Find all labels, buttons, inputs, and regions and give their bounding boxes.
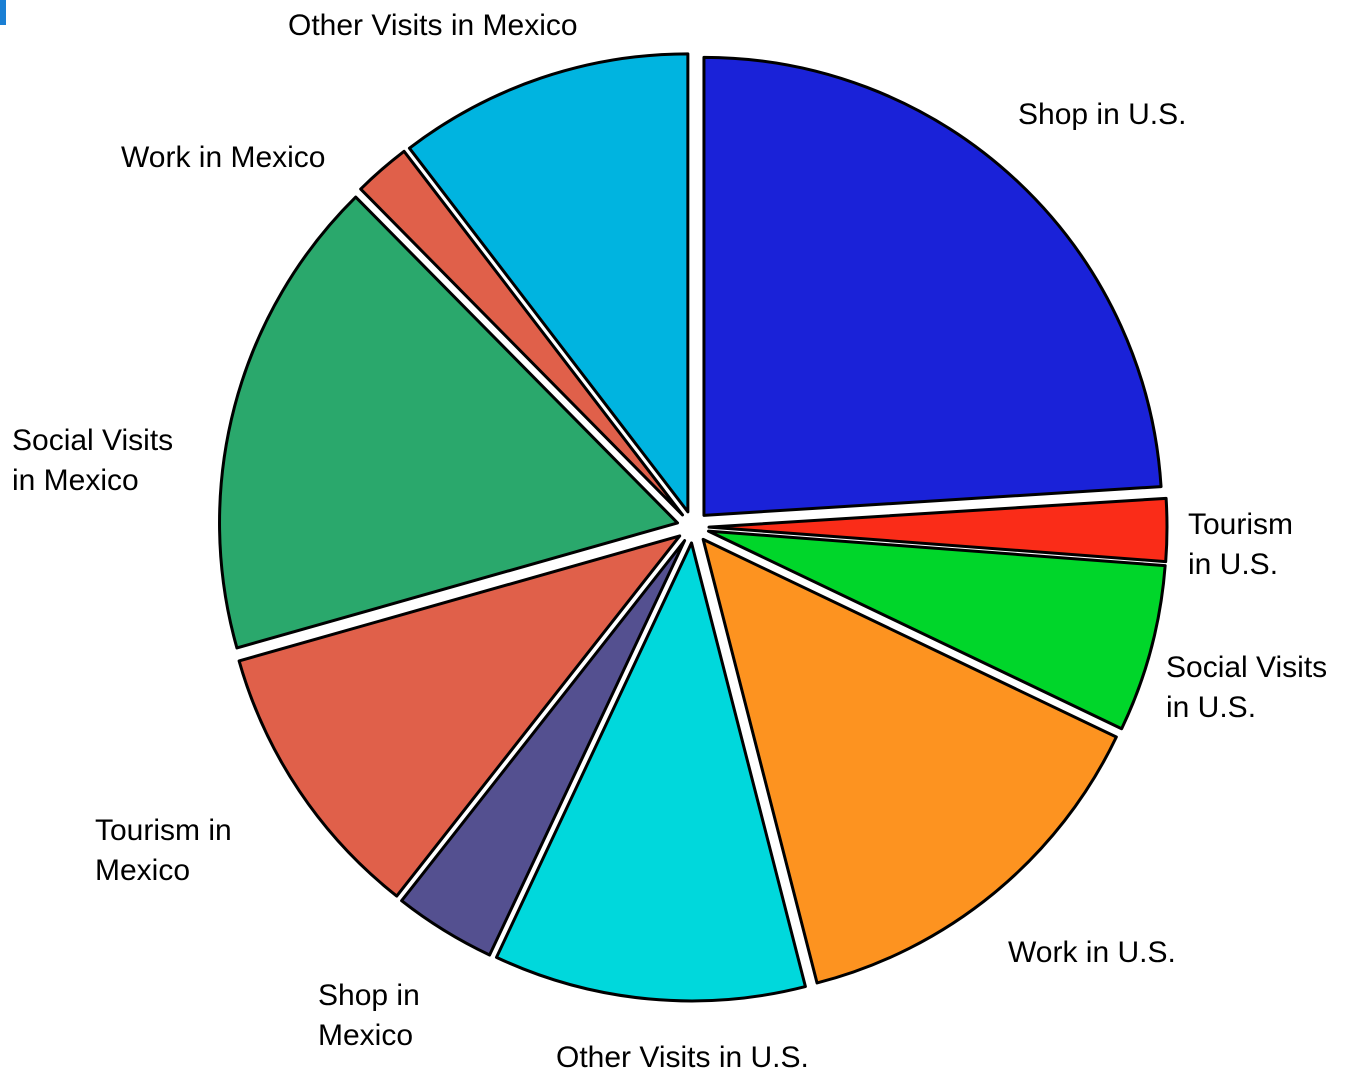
slice-label: Social Visits in U.S. — [1166, 651, 1328, 724]
slice-label: Other Visits in U.S. — [556, 1041, 809, 1073]
corner-mark — [0, 0, 6, 25]
pie-slice — [494, 541, 807, 1003]
pie-slice — [359, 149, 684, 517]
pie-slice — [218, 195, 680, 650]
pie-slice — [702, 55, 1163, 517]
slice-label: Shop in Mexico — [318, 979, 420, 1052]
slice-label: Work in U.S. — [1008, 936, 1176, 969]
slice-label: Social Visits in Mexico — [12, 424, 174, 497]
slice-label: Other Visits in Mexico — [288, 9, 578, 42]
pie-slice — [701, 537, 1118, 985]
pie-slice — [400, 539, 687, 957]
pie-slice — [407, 52, 690, 514]
pie-slice — [237, 534, 682, 898]
pie-slice — [706, 529, 1167, 731]
slice-label: Shop in U.S. — [1018, 98, 1187, 131]
pie-slice — [707, 496, 1169, 564]
slice-label: Tourism in U.S. — [1188, 508, 1294, 581]
slice-label: Work in Mexico — [121, 141, 326, 174]
slice-label: Tourism in Mexico — [95, 814, 232, 887]
